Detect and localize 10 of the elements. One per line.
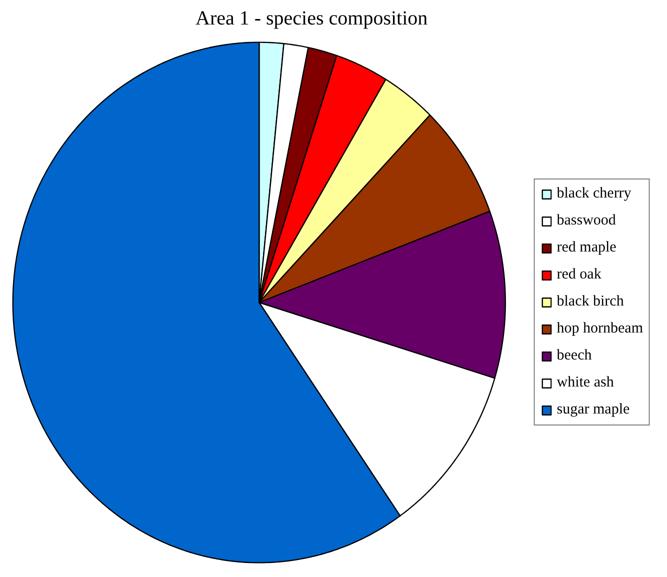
legend-label: sugar maple [556, 402, 630, 418]
legend-label: beech [556, 348, 592, 364]
legend-label: hop hornbeam [556, 320, 643, 338]
legend-label: red oak [556, 266, 602, 284]
legend-label: basswood [556, 212, 616, 230]
legend-label: red maple [556, 240, 616, 256]
legend-label: black cherry [556, 186, 632, 202]
legend-label: black birch [556, 294, 624, 310]
chart-title: Area 1 - species composition [196, 8, 428, 30]
legend-label: white ash [556, 374, 614, 392]
